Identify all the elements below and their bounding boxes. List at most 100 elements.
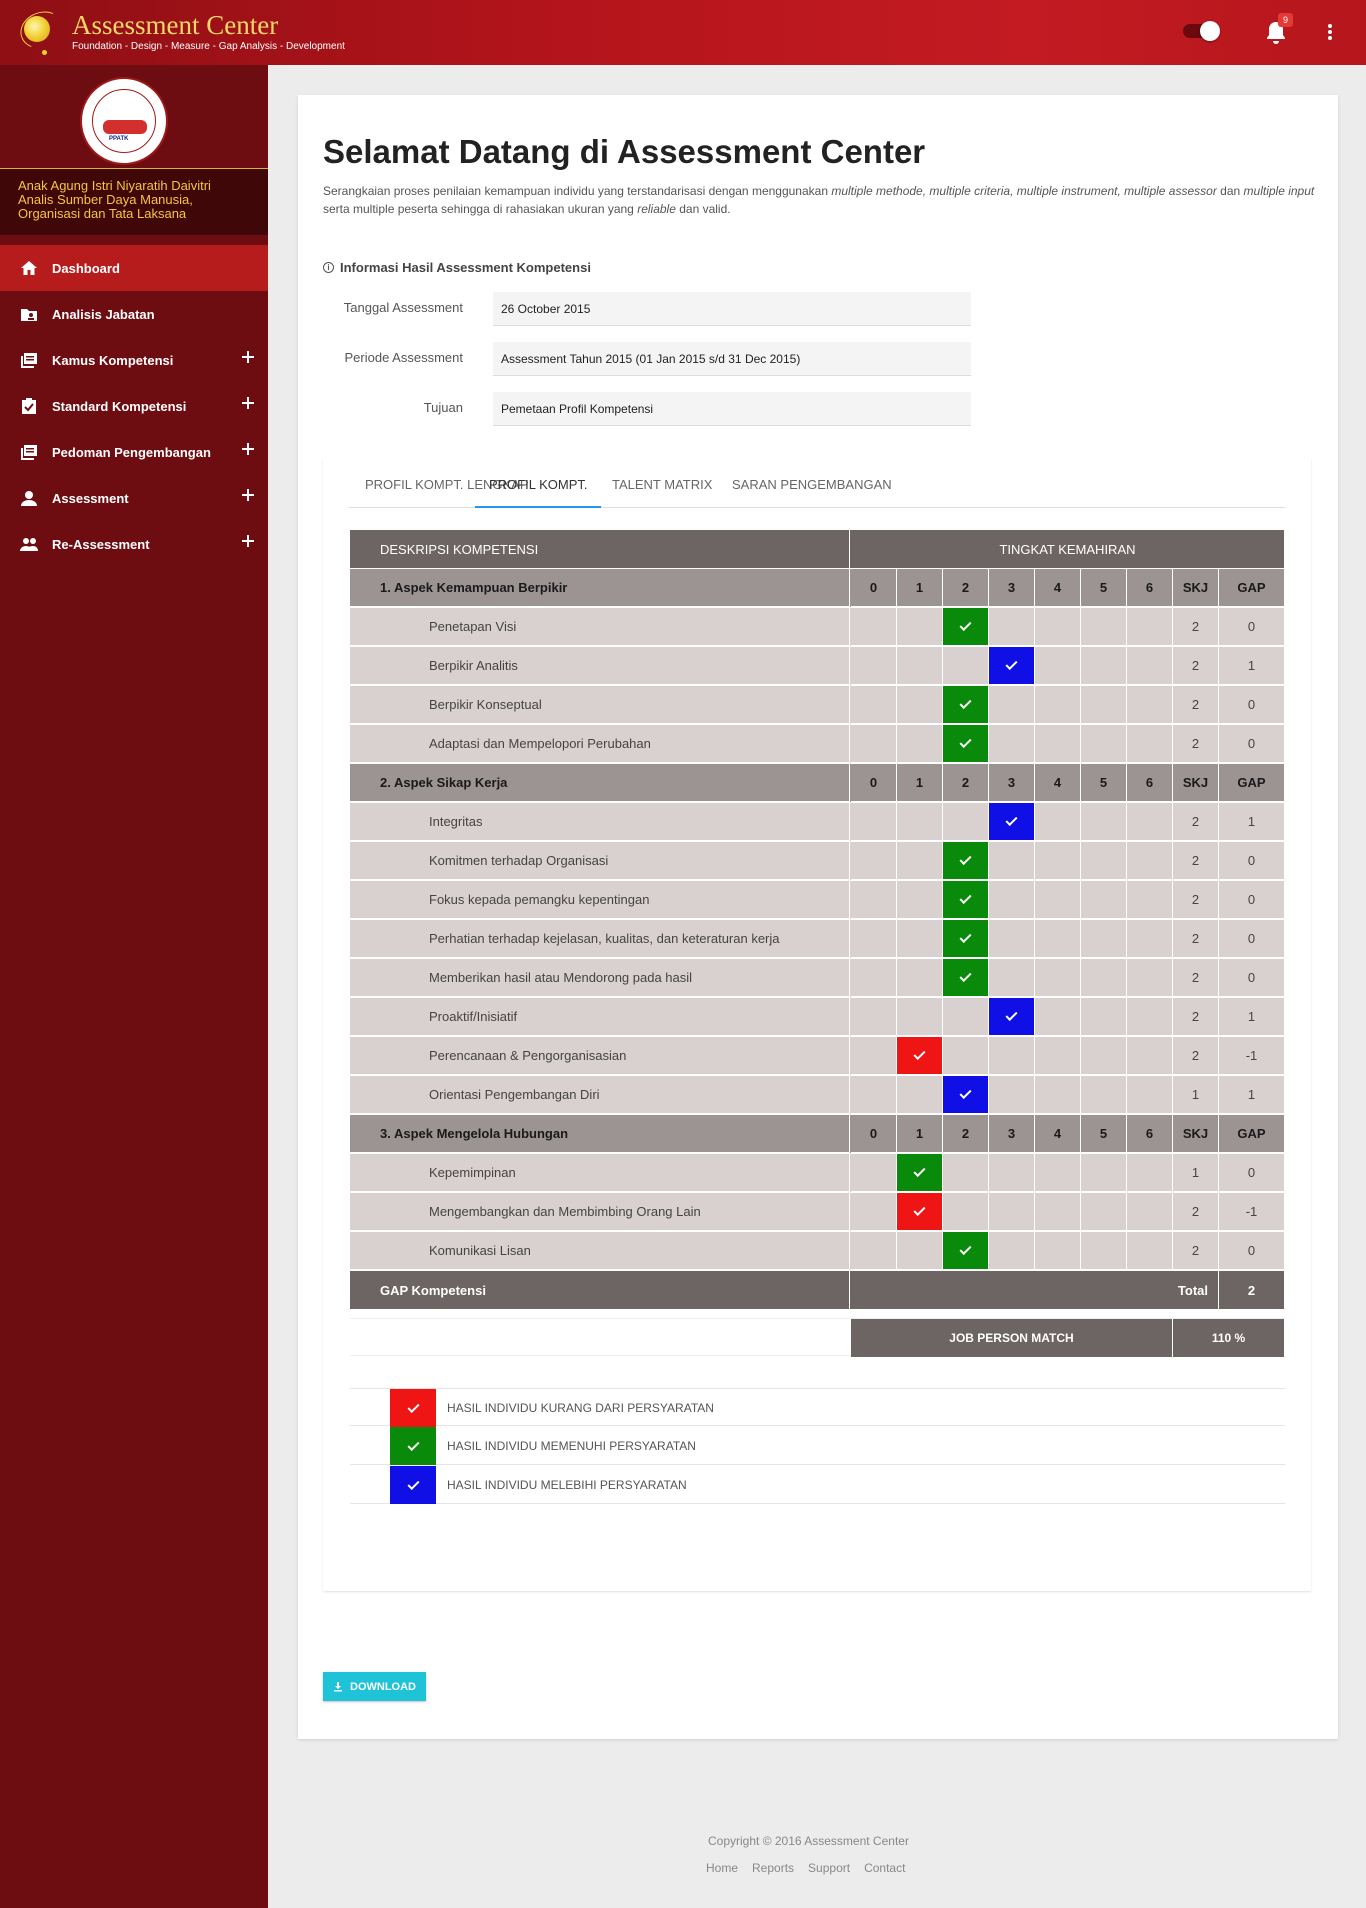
library-icon (21, 445, 37, 460)
table-row: Penetapan Visi 2 0 (350, 608, 1285, 646)
sidebar-item-standard-kompetensi[interactable]: Standard Kompetensi (0, 383, 268, 429)
check-icon (959, 852, 972, 866)
competency-name: Komitmen terhadap Organisasi (350, 842, 850, 880)
level-header: 1 (897, 569, 943, 607)
toggle-knob[interactable] (1200, 21, 1220, 41)
level-cell (1035, 686, 1081, 724)
level-check-red (897, 1037, 943, 1075)
sidebar-item-analisis-jabatan[interactable]: Analisis Jabatan (0, 291, 268, 337)
level-cell (989, 959, 1035, 997)
level-cell (1081, 1037, 1127, 1075)
total-value: 2 (1219, 1271, 1285, 1309)
description-part: multiple methode, multiple criteria, mul… (831, 184, 1217, 198)
plus-icon[interactable] (242, 489, 254, 501)
competency-name: Komunikasi Lisan (350, 1232, 850, 1270)
level-header: 0 (851, 1115, 897, 1153)
level-check-green (943, 920, 989, 958)
skj-value: 2 (1173, 1193, 1219, 1231)
skj-header: SKJ (1173, 1115, 1219, 1153)
footer-link-home[interactable]: Home (706, 1861, 739, 1875)
table-row: Memberikan hasil atau Mendorong pada has… (350, 959, 1285, 997)
footer-copyright: Copyright © 2016 Assessment Center (708, 1834, 909, 1848)
plus-icon[interactable] (242, 535, 254, 547)
competency-name: Adaptasi dan Mempelopori Perubahan (350, 725, 850, 763)
sidebar-item-label: Pedoman Pengembangan (52, 444, 211, 460)
sidebar-item-pedoman-pengembangan[interactable]: Pedoman Pengembangan (0, 429, 268, 475)
tab-profil-kompt-lengkap[interactable]: PROFIL KOMPT. LENGKAP (365, 477, 529, 492)
level-header: 2 (943, 569, 989, 607)
level-cell (1035, 920, 1081, 958)
download-icon (334, 1681, 342, 1691)
level-cell (1127, 1193, 1173, 1231)
level-cell (1081, 920, 1127, 958)
level-cell (1035, 842, 1081, 880)
column-header-description: DESKRIPSI KOMPETENSI (350, 530, 850, 568)
check-icon (1005, 657, 1018, 671)
more-vert-icon[interactable] (1320, 22, 1340, 44)
gap-value: 0 (1219, 1154, 1285, 1192)
section-title: 1. Aspek Kemampuan Berpikir (350, 569, 850, 607)
tab-profil-kompt[interactable]: PROFIL KOMPT. (475, 470, 602, 508)
level-cell (989, 1232, 1035, 1270)
level-cell (851, 998, 897, 1036)
legend-label: HASIL INDIVIDU KURANG DARI PERSYARATAN (447, 1401, 714, 1415)
level-header: 6 (1127, 764, 1173, 802)
level-cell (1127, 1037, 1173, 1075)
level-check-green (943, 959, 989, 997)
skj-value: 1 (1173, 1154, 1219, 1192)
sidebar-item-dashboard[interactable]: Dashboard (0, 245, 268, 291)
download-button[interactable]: DOWNLOAD (323, 1672, 426, 1701)
table-row: Adaptasi dan Mempelopori Perubahan 2 0 (350, 725, 1285, 763)
section-header-row: 3. Aspek Mengelola Hubungan 0 1 2 3 4 5 6 SKJ GAP (350, 1115, 1285, 1153)
level-cell (1127, 1076, 1173, 1114)
tab-saran-pengembangan[interactable]: SARAN PENGEMBANGAN (732, 477, 892, 492)
level-header: 6 (1127, 1115, 1173, 1153)
sidebar-item-kamus-kompetensi[interactable]: Kamus Kompetensi (0, 337, 268, 383)
seal-text: PPATK (109, 136, 129, 142)
plus-icon[interactable] (242, 351, 254, 363)
skj-value: 2 (1173, 881, 1219, 919)
home-icon (21, 261, 37, 275)
competency-name: Kepemimpinan (350, 1154, 850, 1192)
level-header: 3 (989, 1115, 1035, 1153)
gap-value: 0 (1219, 959, 1285, 997)
gap-value: 1 (1219, 647, 1285, 685)
tab-talent-matrix[interactable]: TALENT MATRIX (612, 477, 713, 492)
level-cell (1081, 998, 1127, 1036)
level-cell (989, 920, 1035, 958)
level-cell (851, 686, 897, 724)
level-cell (851, 725, 897, 763)
footer-link-reports[interactable]: Reports (752, 1861, 795, 1875)
plus-icon[interactable] (242, 397, 254, 409)
footer-link-support[interactable]: Support (808, 1861, 851, 1875)
page-description: Serangkaian proses penilaian kemampuan i… (323, 182, 1323, 218)
app-logo[interactable]: Assessment Center Foundation - Design - … (15, 5, 345, 58)
level-check-green (943, 725, 989, 763)
level-header: 6 (1127, 569, 1173, 607)
table-row: Mengembangkan dan Membimbing Orang Lain 2… (350, 1193, 1285, 1231)
level-cell (1081, 1076, 1127, 1114)
level-cell (897, 647, 943, 685)
description-part: dan valid. (675, 202, 731, 216)
sidebar-item-re-assessment[interactable]: Re-Assessment (0, 521, 268, 567)
gap-value: 1 (1219, 998, 1285, 1036)
job-person-match-row: JOB PERSON MATCH 110 % (350, 1318, 1285, 1357)
level-check-green (943, 842, 989, 880)
plus-icon[interactable] (242, 443, 254, 455)
level-header: 4 (1035, 764, 1081, 802)
level-cell (1127, 881, 1173, 919)
sidebar-item-label: Kamus Kompetensi (52, 352, 174, 368)
logo-dot (42, 50, 47, 55)
level-cell (1127, 1232, 1173, 1270)
sidebar-item-assessment[interactable]: Assessment (0, 475, 268, 521)
footer-link-contact[interactable]: Contact (864, 1861, 906, 1875)
top-app-bar: Assessment Center Foundation - Design - … (0, 0, 1366, 65)
skj-value: 2 (1173, 920, 1219, 958)
level-cell (1035, 647, 1081, 685)
level-cell (1035, 881, 1081, 919)
level-check-blue (989, 803, 1035, 841)
level-cell (989, 1037, 1035, 1075)
level-cell (1035, 608, 1081, 646)
skj-value: 2 (1173, 686, 1219, 724)
level-cell (851, 920, 897, 958)
